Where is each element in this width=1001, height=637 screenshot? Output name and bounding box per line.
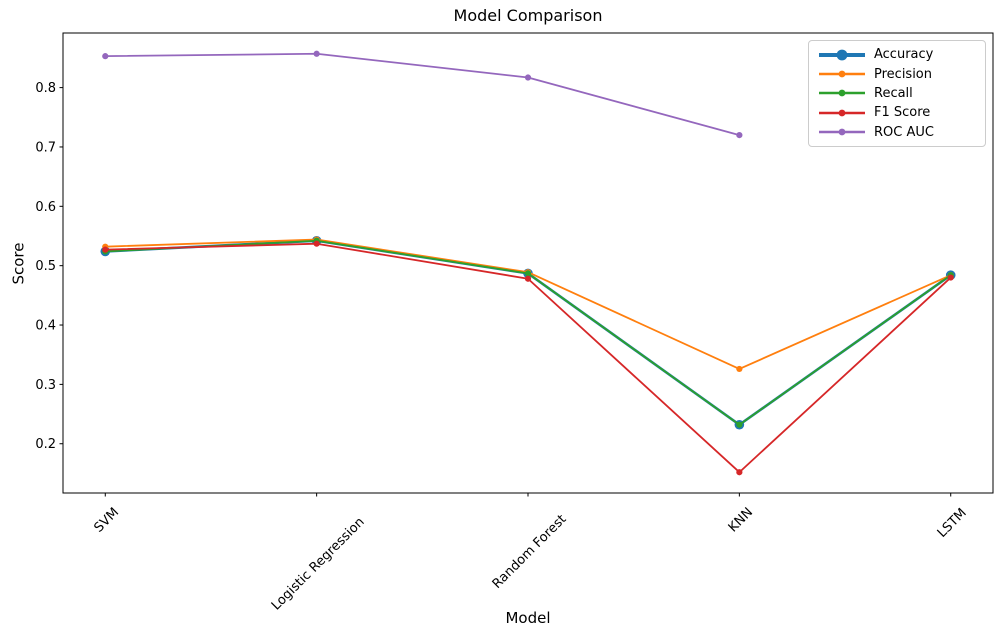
data-point-f1-score [947,274,954,281]
data-point-f1-score [736,469,743,476]
data-point-roc-auc [524,74,532,81]
y-tick-label: 0.8 [35,81,56,96]
legend-marker [838,70,846,78]
legend-item-f1-score: F1 Score [818,103,979,122]
y-tick-label: 0.5 [35,259,56,274]
series-line-roc-auc [105,52,740,136]
y-tick-label: 0.2 [35,437,56,452]
legend-label: Accuracy [874,47,934,63]
legend-item-roc-auc: ROC AUC [818,123,979,142]
y-tick-label: 0.4 [35,319,56,334]
legend-marker [838,128,846,136]
series-line-recall [105,239,952,426]
legend-marker [838,109,846,117]
data-point-f1-score [524,275,532,282]
data-point-f1-score [102,246,109,253]
x-tick-label: LSTM [935,506,970,541]
y-tick-label: 0.3 [35,378,56,393]
x-tick-label: SVM [91,505,122,536]
legend-line-sample [819,128,865,136]
data-point-f1-score [313,240,320,247]
data-point-precision [736,365,743,373]
y-tick-label: 0.6 [35,200,56,215]
legend-line-sample [819,90,865,97]
x-axis-label: Model [505,609,551,627]
y-tick-label: 0.7 [35,140,56,155]
legend-line-sample [819,49,865,61]
legend-item-precision: Precision [818,64,979,83]
legend-item-accuracy: Accuracy [818,45,979,64]
legend-marker [836,49,848,61]
legend-item-recall: Recall [818,84,979,103]
y-axis-label: Score [9,242,28,285]
legend-label: Recall [874,85,913,101]
data-point-roc-auc [313,50,320,57]
legend-line-sample [819,109,865,117]
legend: Accuracy Precision Recall F1 Score ROC AUC [808,40,986,147]
data-point-roc-auc [102,53,109,60]
legend-label: ROC AUC [874,124,934,140]
x-tick-label: Logistic Regression [269,515,368,614]
legend-label: Precision [874,66,933,82]
data-point-roc-auc [736,131,743,139]
x-tick-label: Random Forest [490,512,570,592]
legend-label: F1 Score [874,105,931,121]
legend-line-sample [819,70,865,78]
data-point-recall [524,270,532,277]
x-tick-label: KNN [726,505,756,535]
series-line-accuracy [105,239,952,427]
legend-marker [838,90,846,97]
chart-title: Model Comparison [453,6,603,25]
series-line-precision [105,238,952,370]
data-point-recall [736,421,743,428]
